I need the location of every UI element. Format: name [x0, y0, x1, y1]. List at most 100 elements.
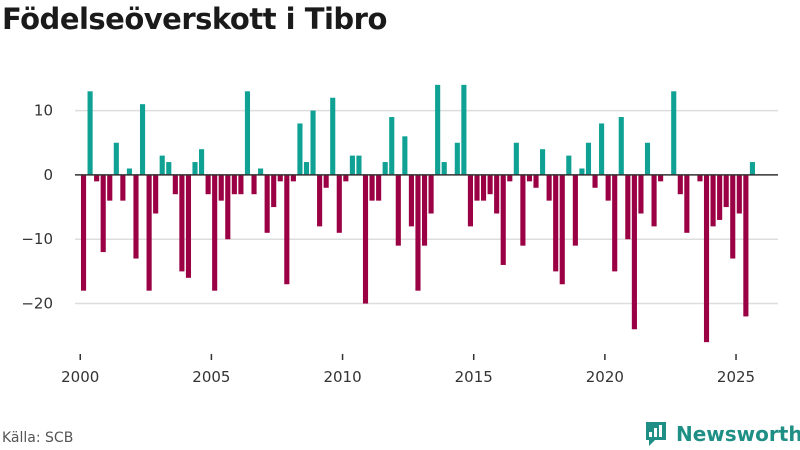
bar — [159, 155, 165, 175]
y-tick-label: 0 — [43, 166, 53, 184]
bar — [94, 174, 100, 182]
bar — [330, 97, 336, 175]
bar — [710, 174, 716, 227]
bar — [212, 174, 218, 291]
y-tick-label: −10 — [21, 230, 53, 248]
y-axis-labels: −20 −10 0 10 — [21, 102, 53, 313]
bar — [205, 174, 211, 195]
bar — [107, 174, 113, 201]
bar — [631, 174, 637, 330]
bar — [618, 117, 624, 175]
brand-logo: Newsworthy — [644, 420, 800, 448]
bar — [87, 91, 93, 175]
bars — [80, 84, 755, 343]
bar — [559, 174, 565, 285]
bar — [389, 117, 395, 175]
bar — [153, 174, 159, 214]
bar — [251, 174, 257, 195]
bar — [677, 174, 683, 195]
bar — [481, 174, 487, 201]
bar — [199, 149, 205, 175]
bar — [703, 174, 710, 343]
bar — [644, 142, 651, 175]
bar — [126, 168, 132, 175]
bar — [494, 174, 500, 214]
x-tick-label: 2020 — [586, 368, 624, 386]
bar — [585, 142, 592, 175]
x-tick-label: 2025 — [717, 368, 755, 386]
bar — [369, 174, 375, 201]
bar — [231, 174, 237, 195]
bar — [402, 136, 408, 175]
bar — [566, 155, 572, 175]
bar — [284, 174, 290, 285]
bar — [441, 162, 447, 175]
newsworthy-chart-icon — [646, 422, 666, 446]
bar — [100, 174, 106, 253]
bar — [684, 174, 690, 233]
bar — [743, 174, 749, 317]
bar — [317, 174, 323, 227]
bar — [553, 174, 559, 272]
bar — [540, 149, 546, 175]
x-tick-label: 2005 — [192, 368, 230, 386]
bar — [723, 174, 729, 208]
bar — [382, 162, 388, 175]
bar — [428, 174, 434, 214]
bar — [192, 162, 198, 175]
bar — [244, 91, 251, 175]
bar — [179, 174, 185, 272]
bar — [513, 142, 519, 175]
bar — [264, 174, 270, 233]
bar — [579, 168, 585, 175]
bar — [166, 162, 172, 175]
bar — [271, 174, 277, 208]
source-note: Källa: SCB — [2, 430, 74, 446]
bar — [290, 174, 296, 182]
x-tick-label: 2000 — [61, 368, 99, 386]
bar — [520, 174, 526, 246]
bar — [376, 174, 382, 201]
bar — [277, 174, 283, 182]
x-tick-label: 2015 — [455, 368, 493, 386]
bar — [139, 104, 146, 175]
bar — [461, 84, 467, 175]
bar — [500, 174, 506, 265]
bar — [572, 174, 578, 246]
bar — [80, 174, 87, 291]
bar — [343, 174, 349, 182]
bar — [533, 174, 539, 188]
bar — [356, 155, 362, 175]
bar — [474, 174, 480, 201]
bar — [349, 155, 355, 175]
y-tick-label: −20 — [21, 295, 53, 313]
bar — [421, 174, 428, 246]
bar — [546, 174, 552, 201]
bar — [415, 174, 421, 291]
bar — [454, 142, 460, 175]
bar — [749, 162, 755, 175]
bar — [435, 84, 441, 175]
bar — [507, 174, 513, 182]
bar — [395, 174, 401, 246]
bar — [658, 174, 664, 182]
bar — [467, 174, 473, 227]
bar — [612, 174, 618, 272]
bar — [133, 174, 139, 259]
bar — [697, 174, 703, 182]
x-tick-label: 2010 — [323, 368, 361, 386]
bar — [717, 174, 723, 220]
bar — [487, 174, 493, 195]
y-tick-label: 10 — [34, 102, 53, 120]
bar — [605, 174, 611, 201]
bar — [172, 174, 178, 195]
bar — [730, 174, 736, 259]
bar — [625, 174, 631, 240]
bar — [258, 168, 264, 175]
bar — [120, 174, 126, 201]
bar — [336, 174, 342, 233]
brand-name: Newsworthy — [676, 422, 800, 446]
bar — [146, 174, 152, 291]
bar — [185, 174, 192, 278]
